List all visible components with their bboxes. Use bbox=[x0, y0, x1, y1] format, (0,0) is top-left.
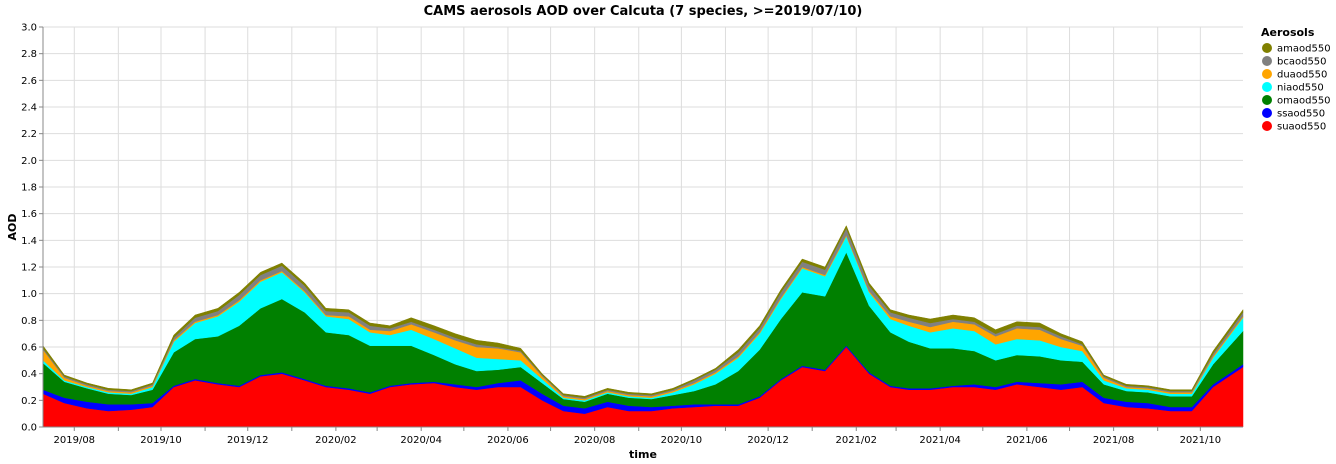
y-tick-label: 0.6 bbox=[21, 343, 37, 354]
y-tick-label: 0.2 bbox=[21, 396, 37, 407]
legend-swatch-omaod550 bbox=[1262, 95, 1272, 105]
chart-title: CAMS aerosols AOD over Calcuta (7 specie… bbox=[424, 4, 863, 19]
legend-label-suaod550: suaod550 bbox=[1277, 122, 1326, 133]
y-tick-label: 1.0 bbox=[21, 289, 37, 300]
y-tick-label: 2.2 bbox=[21, 129, 37, 140]
legend-swatch-niaod550 bbox=[1262, 82, 1272, 92]
legend: Aerosols amaod550 bcaod550 duaod550 niaod55… bbox=[1261, 26, 1331, 133]
x-tick-label: 2021/06 bbox=[1006, 435, 1048, 446]
legend-label-duaod550: duaod550 bbox=[1277, 70, 1327, 81]
y-axis-ticks: 0.0 0.2 0.4 0.6 0.8 1.0 1.2 1.4 1.6 1.8 2.0 2.2 2.4 2… bbox=[21, 23, 43, 434]
x-tick-label: 2019/10 bbox=[140, 435, 182, 446]
y-tick-label: 0.4 bbox=[21, 369, 37, 380]
y-tick-label: 0.8 bbox=[21, 316, 37, 327]
y-tick-label: 1.4 bbox=[21, 236, 37, 247]
y-tick-label: 2.4 bbox=[21, 103, 37, 114]
y-tick-label: 0.0 bbox=[21, 423, 37, 434]
y-tick-label: 3.0 bbox=[21, 23, 37, 34]
y-tick-label: 2.8 bbox=[21, 49, 37, 60]
x-axis-ticks: 2019/08 2019/10 2019/12 2020/02 2020/04 2020/… bbox=[54, 427, 1222, 446]
x-tick-label: 2020/02 bbox=[315, 435, 357, 446]
legend-swatch-suaod550 bbox=[1262, 121, 1272, 131]
x-tick-label: 2020/10 bbox=[661, 435, 703, 446]
x-tick-label: 2019/08 bbox=[54, 435, 96, 446]
axes bbox=[42, 27, 1243, 428]
y-tick-label: 2.6 bbox=[21, 76, 37, 87]
x-tick-label: 2020/04 bbox=[400, 435, 442, 446]
legend-label-ssaod550: ssaod550 bbox=[1277, 109, 1325, 120]
x-axis-title: time bbox=[629, 448, 657, 461]
x-tick-label: 2021/04 bbox=[919, 435, 961, 446]
legend-label-niaod550: niaod550 bbox=[1277, 83, 1324, 94]
y-tick-label: 1.2 bbox=[21, 263, 37, 274]
y-tick-label: 1.8 bbox=[21, 183, 37, 194]
stacked-areas bbox=[42, 225, 1244, 428]
legend-label-amaod550: amaod550 bbox=[1277, 44, 1331, 55]
x-tick-label: 2021/08 bbox=[1093, 435, 1135, 446]
x-tick-label: 2019/12 bbox=[227, 435, 269, 446]
legend-swatch-ssaod550 bbox=[1262, 108, 1272, 118]
y-axis-title: AOD bbox=[6, 214, 19, 241]
y-tick-label: 1.6 bbox=[21, 209, 37, 220]
x-tick-label: 2020/06 bbox=[487, 435, 529, 446]
legend-title: Aerosols bbox=[1261, 26, 1315, 39]
x-tick-label: 2021/02 bbox=[835, 435, 877, 446]
legend-label-omaod550: omaod550 bbox=[1277, 96, 1331, 107]
legend-label-bcaod550: bcaod550 bbox=[1277, 57, 1327, 68]
x-tick-label: 2021/10 bbox=[1180, 435, 1222, 446]
legend-swatch-bcaod550 bbox=[1262, 56, 1272, 66]
legend-swatch-amaod550 bbox=[1262, 43, 1272, 53]
x-tick-label: 2020/08 bbox=[574, 435, 616, 446]
x-tick-label: 2020/12 bbox=[747, 435, 789, 446]
legend-swatch-duaod550 bbox=[1262, 69, 1272, 79]
area-amaod550 bbox=[42, 225, 1244, 398]
y-tick-label: 2.0 bbox=[21, 156, 37, 167]
